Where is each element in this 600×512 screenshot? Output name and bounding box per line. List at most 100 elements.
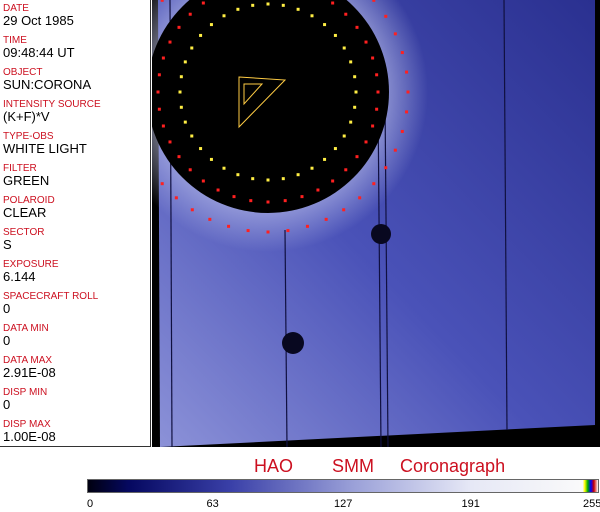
grid-dot <box>344 12 348 16</box>
field-polaroid: POLAROID CLEAR <box>3 195 55 220</box>
grid-dot <box>216 188 220 192</box>
grid-dot <box>179 105 183 109</box>
field-label: DISP MAX <box>3 419 51 430</box>
grid-dot <box>406 90 410 94</box>
grid-dot <box>160 0 164 2</box>
field-time: TIME 09:48:44 UT <box>3 35 75 60</box>
header-info-panel: DATE 29 Oct 1985 TIME 09:48:44 UT OBJECT SUN:… <box>0 0 151 447</box>
grid-dot <box>190 208 194 212</box>
grid-dot <box>375 73 379 77</box>
grid-dot <box>156 90 160 94</box>
grid-dot <box>400 129 404 133</box>
grid-dot <box>249 199 253 203</box>
colorbar <box>87 479 599 493</box>
occulter-spot <box>371 224 391 244</box>
grid-dot <box>183 60 187 64</box>
field-value: WHITE LIGHT <box>3 141 87 156</box>
grid-dot <box>236 7 240 11</box>
grid-dot <box>323 23 327 27</box>
grid-dot <box>283 199 287 203</box>
field-value: (K+F)*V <box>3 109 50 124</box>
grid-dot <box>375 107 379 111</box>
grid-dot <box>160 182 164 186</box>
grid-dot <box>342 134 346 138</box>
grid-dot <box>266 230 270 234</box>
field-value: S <box>3 237 12 252</box>
grid-dot <box>349 60 353 64</box>
grid-dot <box>168 140 172 144</box>
grid-dot <box>177 155 181 159</box>
field-exposure: EXPOSURE 6.144 <box>3 259 59 284</box>
field-label: DATA MAX <box>3 355 53 366</box>
grid-dot <box>353 105 357 109</box>
field-value: 2.91E-08 <box>3 365 56 380</box>
grid-dot <box>251 177 255 181</box>
field-label: OBJECT <box>3 67 43 78</box>
grid-dot <box>331 1 335 5</box>
grid-dot <box>393 148 397 152</box>
field-label: POLAROID <box>3 195 55 206</box>
grid-dot <box>179 75 183 79</box>
field-value: CLEAR <box>3 205 47 220</box>
field-value: 0 <box>3 333 11 348</box>
grid-dot <box>168 40 172 44</box>
field-intensity-source: INTENSITY SOURCE (K+F)*V <box>3 99 101 124</box>
field-spacecraft-roll: SPACECRAFT ROLL 0 <box>3 291 98 316</box>
grid-dot <box>349 120 353 124</box>
field-value: 6.144 <box>3 269 36 284</box>
grid-dot <box>232 195 236 199</box>
grid-dot <box>157 73 161 77</box>
grid-dot <box>201 179 205 183</box>
grid-dot <box>372 0 376 2</box>
grid-dot <box>201 1 205 5</box>
field-label: TIME <box>3 35 27 46</box>
grid-dot <box>358 196 362 200</box>
grid-dot <box>222 14 226 18</box>
grid-dot <box>355 25 359 29</box>
grid-dot <box>393 32 397 36</box>
field-disp-min: DISP MIN 0 <box>3 387 47 412</box>
field-label: DATE <box>3 3 29 14</box>
grid-dot <box>161 56 165 60</box>
grid-dot <box>342 46 346 50</box>
grid-dot <box>178 90 182 94</box>
field-label: FILTER <box>3 163 37 174</box>
grid-dot <box>266 2 270 6</box>
grid-dot <box>323 157 327 161</box>
grid-dot <box>316 188 320 192</box>
grid-dot <box>286 229 290 233</box>
field-value: 09:48:44 UT <box>3 45 75 60</box>
grid-dot <box>296 7 300 11</box>
grid-dot <box>222 166 226 170</box>
grid-dot <box>266 178 270 182</box>
grid-dot <box>355 155 359 159</box>
grid-dot <box>188 168 192 172</box>
grid-dot <box>296 173 300 177</box>
grid-dot <box>281 177 285 181</box>
image-title: HAO SMM Coronagraph <box>254 456 506 476</box>
grid-dot <box>310 14 314 18</box>
sun-center-marker <box>238 76 287 129</box>
grid-dots <box>156 0 410 234</box>
grid-dot <box>305 224 309 228</box>
sun-center-marker-inner <box>243 83 264 106</box>
grid-dot <box>190 134 194 138</box>
grid-dot <box>331 179 335 183</box>
detector-lines <box>169 0 508 447</box>
colorbar-tick-label: 255 <box>583 498 600 510</box>
field-label: DATA MIN <box>3 323 49 334</box>
grid-dot <box>353 75 357 79</box>
grid-dot <box>246 229 250 233</box>
field-label: SECTOR <box>3 227 45 238</box>
grid-dot <box>384 166 388 170</box>
colorbar-tick-label: 191 <box>461 498 480 510</box>
coronagraph-image[interactable] <box>152 0 600 447</box>
grid-dot <box>190 46 194 50</box>
grid-dot <box>199 147 203 151</box>
grid-dot <box>372 182 376 186</box>
field-value: 29 Oct 1985 <box>3 13 74 28</box>
field-data-max: DATA MAX 2.91E-08 <box>3 355 56 380</box>
field-disp-max: DISP MAX 1.00E-08 <box>3 419 56 444</box>
grid-dot <box>333 33 337 37</box>
colorbar-tick-label: 0 <box>87 498 94 510</box>
